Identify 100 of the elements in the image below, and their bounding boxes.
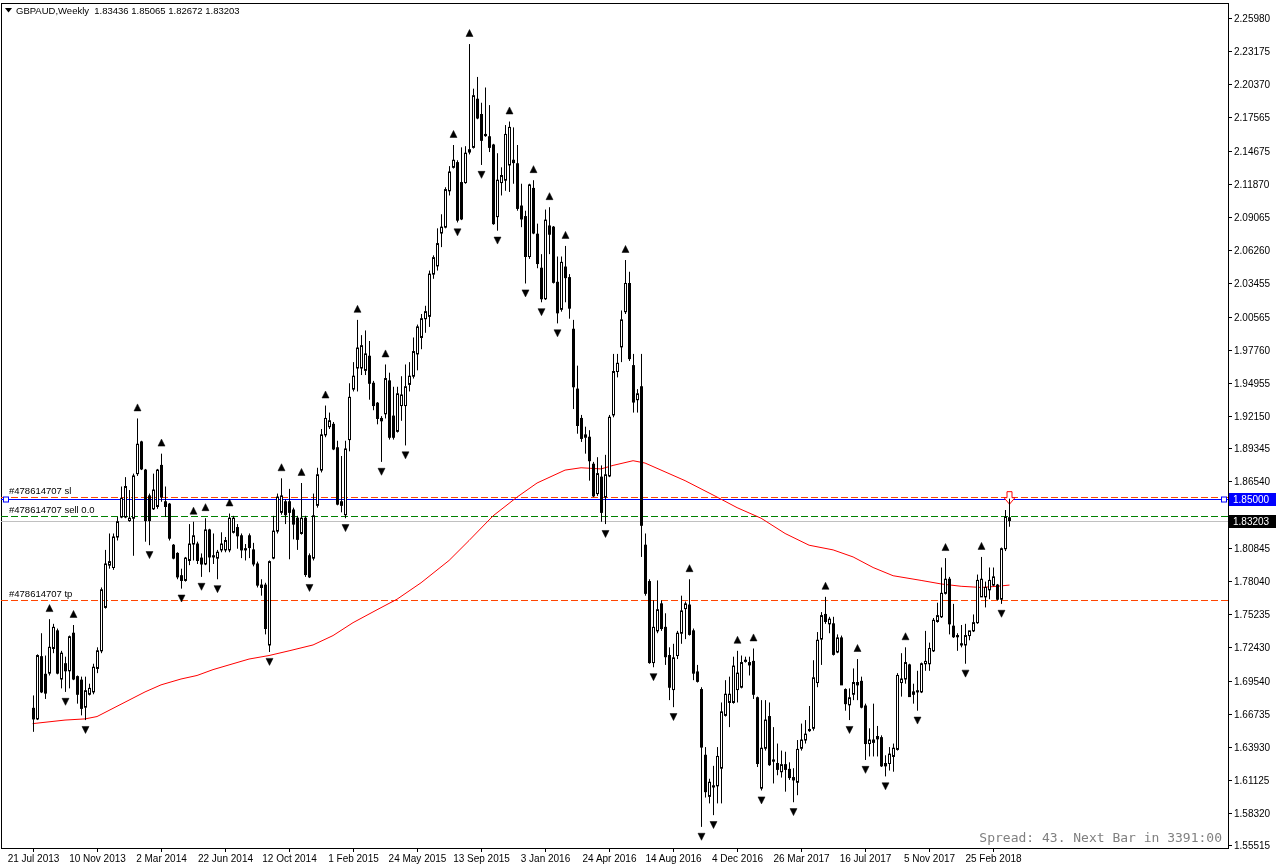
ref-line-label: 1.83203 [1233, 516, 1270, 527]
candlestick [960, 624, 963, 648]
y-tick-label: 2.17565 [1234, 112, 1271, 123]
x-tick-label: 10 Nov 2013 [69, 853, 127, 864]
point [145, 551, 154, 559]
ref-line-label: 1.85000 [1233, 494, 1270, 505]
point [853, 644, 862, 652]
point [697, 833, 706, 841]
candlestick [84, 676, 87, 721]
x-tick-label: 22 Jun 2014 [197, 853, 254, 864]
x-tick-label: 25 Feb 2018 [965, 853, 1023, 864]
y-tick-label: 2.00565 [1234, 312, 1271, 323]
point [265, 658, 274, 666]
point [733, 636, 742, 644]
point [845, 726, 854, 734]
y-tick-label: 1.69540 [1234, 676, 1271, 687]
candlestick [220, 531, 223, 553]
candlestick [512, 126, 515, 185]
point [177, 594, 186, 603]
candlestick [484, 87, 487, 138]
point [861, 766, 870, 774]
y-tick-label: 1.55515 [1234, 840, 1271, 851]
point [529, 165, 538, 173]
candlestick [988, 567, 991, 600]
point [401, 451, 410, 460]
candlestick [360, 334, 363, 376]
point [601, 530, 610, 538]
point [321, 390, 330, 399]
y-tick-label: 2.25980 [1234, 13, 1271, 24]
point [189, 506, 198, 515]
point [553, 329, 562, 338]
point [133, 403, 142, 412]
point [881, 782, 890, 791]
y-tick-label: 2.23175 [1234, 46, 1271, 57]
candlestick [468, 43, 471, 155]
point [157, 438, 166, 447]
x-tick-label: 21 Jul 2013 [7, 853, 60, 864]
candlestick [776, 743, 779, 776]
candlestick [248, 532, 251, 559]
candlestick [848, 687, 851, 721]
y-tick-label: 1.97760 [1234, 345, 1271, 356]
candlestick [288, 488, 291, 560]
point [505, 106, 514, 115]
candlestick [120, 486, 123, 519]
candlestick [588, 429, 591, 482]
y-tick-label: 1.80845 [1234, 543, 1271, 554]
point [649, 673, 658, 681]
candlestick [872, 703, 875, 757]
y-tick-label: 2.06260 [1234, 245, 1271, 256]
candlestick [736, 650, 739, 703]
candlestick [436, 227, 439, 272]
point [201, 503, 210, 511]
point [901, 632, 910, 640]
y-tick-label: 1.75235 [1234, 609, 1271, 620]
candlestick [784, 751, 787, 793]
candlestick [44, 655, 47, 700]
y-tick-label: 2.20370 [1234, 79, 1271, 90]
point [821, 582, 830, 590]
point [277, 463, 286, 471]
ref-line-label: #478614707 sell 0.0 [9, 504, 95, 515]
point [453, 228, 462, 237]
point [545, 192, 554, 200]
point [449, 130, 458, 138]
y-tick-label: 1.94955 [1234, 378, 1271, 389]
candlestick [780, 750, 783, 779]
point [197, 583, 206, 591]
y-tick-label: 1.89345 [1234, 443, 1271, 454]
point [749, 633, 758, 642]
x-tick-label: 12 Oct 2014 [262, 853, 318, 864]
y-tick-label: 1.66735 [1234, 709, 1271, 720]
ref-line-label: #478614707 tp [9, 588, 73, 599]
x-tick-label: 2 Mar 2014 [136, 853, 188, 864]
y-tick-label: 1.58320 [1234, 808, 1271, 819]
candlestick [356, 319, 359, 392]
point [477, 171, 486, 179]
point [377, 468, 386, 476]
y-tick-label: 2.09065 [1234, 212, 1271, 223]
y-tick-label: 2.11870 [1234, 179, 1270, 190]
candlestick [940, 567, 943, 619]
chart-title: GBPAUD,Weekly 1.83436 1.85065 1.82672 1.83203 [16, 5, 240, 16]
candlestick [820, 611, 823, 666]
point [381, 349, 390, 358]
x-tick-label: 14 Aug 2016 [645, 853, 703, 864]
candlestick [684, 601, 687, 640]
y-tick-label: 1.86540 [1234, 476, 1271, 487]
point [61, 698, 70, 706]
candlestick [804, 719, 807, 745]
point [757, 796, 766, 805]
point [561, 231, 570, 239]
point [225, 498, 234, 507]
candlestick [404, 363, 407, 446]
x-tick-label: 26 Mar 2017 [773, 853, 831, 864]
point [69, 610, 78, 618]
annotation: Spread: 43. Next Bar in 3391:00 [979, 830, 1222, 845]
point [297, 468, 306, 476]
point [521, 289, 530, 298]
point [977, 542, 986, 550]
point [941, 543, 950, 551]
point [305, 584, 314, 592]
y-tick-label: 1.78040 [1234, 576, 1271, 587]
